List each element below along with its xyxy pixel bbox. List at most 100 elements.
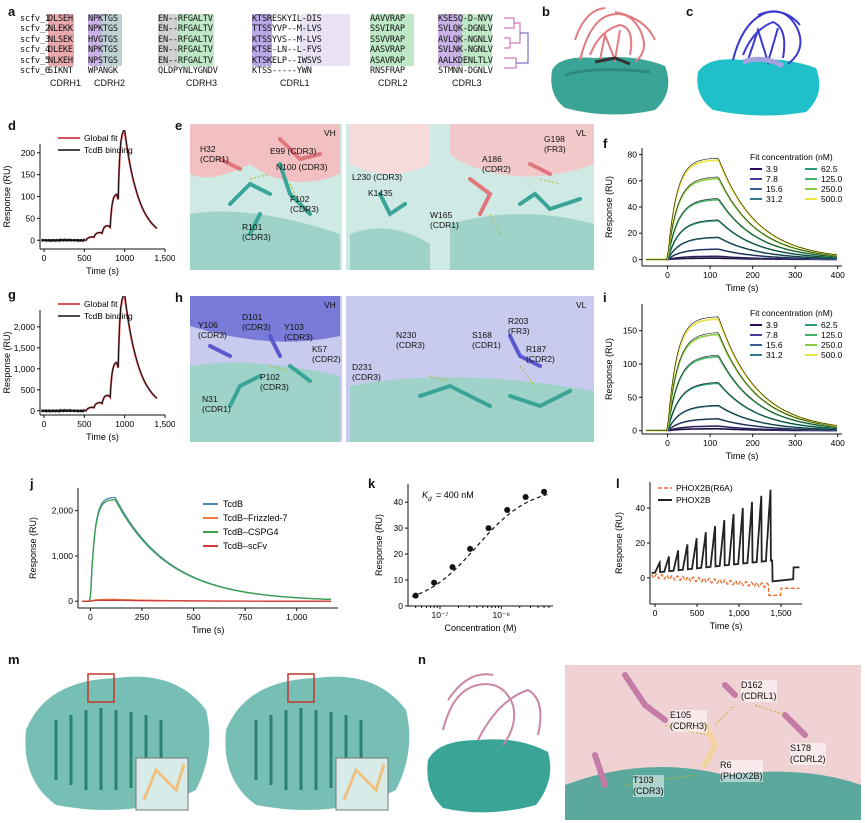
label-y103: Y103 (CDR3) bbox=[284, 322, 313, 342]
panel-label-e: e bbox=[175, 118, 183, 133]
label-s168: S168 (CDR1) bbox=[472, 330, 501, 350]
y-axis-label: Response (RU) bbox=[374, 514, 384, 576]
y-tick-label: 10 bbox=[394, 575, 404, 585]
fit-line-15.6 bbox=[646, 248, 837, 260]
fit-line-62.5 bbox=[646, 381, 837, 431]
cdrl2-column: AAVVRAP SSVIRAP SSVVRAP AASVRAP ASAVRAP RNSF… bbox=[370, 14, 405, 77]
x-tick-label: 0 bbox=[42, 253, 47, 263]
x-tick-label: 10⁻⁶ bbox=[493, 610, 510, 620]
legend-label-15.6: 15.6 bbox=[766, 184, 783, 194]
fit-line-125.0 bbox=[646, 198, 837, 260]
panel-label-h: h bbox=[175, 290, 183, 305]
y-tick-label: 2,000 bbox=[52, 506, 74, 516]
panel-label-k: k bbox=[368, 476, 376, 491]
y-tick-label: 0 bbox=[398, 601, 403, 611]
x-tick-label: 1,000 bbox=[286, 612, 308, 622]
y-tick-label: 0 bbox=[30, 406, 35, 416]
legend-label-7.8: 7.8 bbox=[766, 330, 778, 340]
y-tick-label: 30 bbox=[394, 523, 404, 533]
y-tick-label: 1,500 bbox=[14, 343, 36, 353]
label-t103: T103 (CDR3) bbox=[633, 775, 664, 797]
fit-line-500.0 bbox=[646, 157, 837, 260]
structure-n-zoom: E105 (CDRH3) D162 (CDRL1) S178 (CDRL2) T… bbox=[565, 665, 861, 820]
x-tick-label: 0 bbox=[665, 270, 670, 280]
fit-line-31.2 bbox=[646, 236, 837, 260]
y-tick-label: 0 bbox=[632, 254, 637, 264]
legend-label-500.0: 500.0 bbox=[821, 350, 843, 360]
label-y106: Y106 (CDR3) bbox=[198, 320, 227, 340]
x-axis-label: Concentration (M) bbox=[444, 623, 516, 633]
fit-line-250.0 bbox=[646, 332, 837, 431]
legend-label-fit: Global fit bbox=[84, 133, 118, 143]
x-tick-label: 1,500 bbox=[154, 419, 175, 429]
legend-label-250.0: 250.0 bbox=[821, 184, 843, 194]
legend-label-125.0: 125.0 bbox=[821, 330, 843, 340]
y-axis-label: Response (RU) bbox=[28, 517, 38, 579]
legend-title: Fit concentration (nM) bbox=[750, 152, 833, 162]
label-r187: R187 (CDR2) bbox=[526, 344, 555, 364]
chart-f: 0 100 200 300 400 0 20 40 60 80 Time (s) Response (… bbox=[604, 148, 845, 293]
label-r6: R6 (PHOX2B) bbox=[720, 760, 763, 782]
y-tick-label: 150 bbox=[21, 170, 35, 180]
y-tick-label: 40 bbox=[394, 497, 404, 507]
legend-label-31.2: 31.2 bbox=[766, 194, 783, 204]
x-tick-label: 1000 bbox=[115, 419, 134, 429]
scfv-names: scfv_1 scfv_2 scfv_3 scfv_4 scfv_5 scfv_6 bbox=[20, 14, 50, 77]
label-a186: A186 (CDR2) bbox=[482, 154, 511, 174]
label-n100: N100 (CDR3) bbox=[276, 162, 328, 172]
cdrl3-column: KSESQ-D-NVV SVLQK-DGNLV AVLQK-NGNLV SVLNK-… bbox=[438, 14, 493, 77]
x-tick-label: 0 bbox=[653, 608, 658, 618]
y-tick-label: 0 bbox=[68, 596, 73, 606]
x-axis-label: Time (s) bbox=[726, 451, 759, 461]
cdrl1-column: KTSRESKYIL-DIS TTSSYVP--M-LVS KTSSYVS--M-L… bbox=[252, 14, 322, 77]
x-axis-label: Time (s) bbox=[86, 266, 119, 276]
series-line-500.0 bbox=[646, 159, 837, 261]
label-e99: E99 (CDR3) bbox=[270, 146, 317, 156]
label-g198: G198 (FR3) bbox=[544, 134, 566, 154]
label-k57: K57 (CDR2) bbox=[312, 344, 341, 364]
legend-label-62.5: 62.5 bbox=[821, 164, 838, 174]
x-tick-label: 0 bbox=[88, 612, 93, 622]
series-line-TcdB bbox=[82, 496, 331, 602]
x-tick-label: 1,000 bbox=[728, 608, 750, 618]
label-f102: F102 (CDR3) bbox=[290, 194, 319, 214]
label-n31: N31 (CDR1) bbox=[202, 394, 231, 414]
label-vl-e: VL bbox=[576, 128, 587, 138]
label-d162: D162 (CDRL1) bbox=[741, 680, 777, 702]
x-tick-label: 250 bbox=[135, 612, 149, 622]
structure-m bbox=[25, 673, 410, 811]
y-tick-label: 0 bbox=[632, 426, 637, 436]
panel-label-a: a bbox=[8, 4, 16, 19]
x-axis-label: Time (s) bbox=[710, 621, 743, 631]
series-line-TcdB–CSPG4 bbox=[82, 498, 332, 602]
series-line-phox2b bbox=[651, 489, 800, 583]
label-vh-e: VH bbox=[324, 128, 336, 138]
cdrh1-column: DLSEH NLEKK NLSEK DLEKE NLKEH SIKNT bbox=[48, 14, 73, 77]
label-d101: D101 (CDR3) bbox=[242, 312, 271, 332]
legend-label-3.9: 3.9 bbox=[766, 164, 778, 174]
legend-label-TcdB–scFv: TcdB–scFv bbox=[223, 541, 268, 551]
fit-line-62.5 bbox=[646, 219, 837, 260]
legend-label-15.6: 15.6 bbox=[766, 340, 783, 350]
y-tick-label: 200 bbox=[21, 148, 35, 158]
structure-b bbox=[551, 7, 669, 115]
chart-k: 10⁻⁷ 10⁻⁶ 0 10 20 30 40 Concentration (M) Respon… bbox=[374, 484, 553, 633]
y-tick-label: 40 bbox=[628, 202, 638, 212]
series-line-phox2b-r6a bbox=[651, 573, 800, 596]
legend-label-binding: TcdB binding bbox=[84, 311, 133, 321]
label-h32: H32 (CDR1) bbox=[200, 144, 229, 164]
panel-label-n: n bbox=[418, 652, 426, 667]
x-tick-label: 100 bbox=[703, 270, 717, 280]
legend-title: Fit concentration (nM) bbox=[750, 308, 833, 318]
structure-n-overview bbox=[427, 673, 551, 813]
panel-label-i: i bbox=[603, 290, 607, 305]
x-tick-label: 100 bbox=[703, 438, 717, 448]
x-tick-label: 10⁻⁷ bbox=[432, 610, 449, 620]
kd-subscript: d bbox=[428, 496, 432, 503]
panel-label-b: b bbox=[542, 4, 550, 19]
tcdb-binding-line bbox=[41, 130, 158, 243]
legend-label-TcdB–CSPG4: TcdB–CSPG4 bbox=[223, 527, 279, 537]
y-axis-label: Response (RU) bbox=[604, 338, 614, 400]
label-r101: R101 (CDR3) bbox=[242, 222, 271, 242]
x-tick-label: 500 bbox=[77, 253, 91, 263]
